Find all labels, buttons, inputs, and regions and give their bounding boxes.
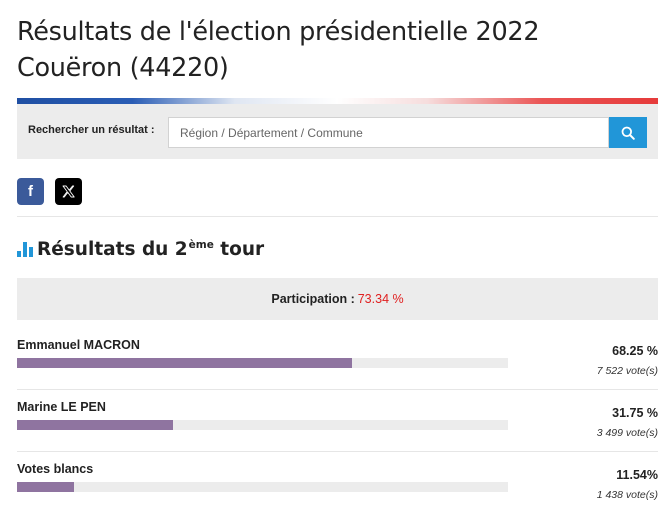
result-row: Emmanuel MACRON 68.25 % 7 522 vote(s) [17,338,658,396]
candidate-percent: 11.54% [616,468,658,482]
search-label: Rechercher un résultat : [28,124,155,136]
result-bar-fill [17,420,173,430]
result-row: Votes blancs 11.54% 1 438 vote(s) [17,462,658,505]
bar-chart-icon [17,242,33,257]
divider [17,451,658,452]
candidate-votes: 1 438 vote(s) [596,489,658,501]
candidate-votes: 7 522 vote(s) [596,365,658,377]
divider [17,389,658,390]
result-bar-track [17,420,508,430]
section-title-prefix: Résultats du 2 [37,239,188,260]
search-input[interactable] [168,117,609,148]
result-bar-fill [17,358,353,368]
page-title-line-2: Couëron (44220) [17,53,229,83]
candidate-percent: 68.25 % [612,344,658,358]
result-bar-track [17,482,508,492]
search-button[interactable] [609,117,647,148]
candidate-name: Votes blancs [17,462,94,476]
share-facebook-button[interactable]: f [17,178,44,205]
search-icon [621,126,635,140]
share-x-button[interactable] [55,178,82,205]
divider [17,216,658,217]
result-row: Marine LE PEN 31.75 % 3 499 vote(s) [17,400,658,458]
candidate-name: Emmanuel MACRON [17,338,140,352]
section-title: Résultats du 2 ème tour [17,234,264,260]
participation-box: Participation : 73.34 % [17,278,658,320]
result-bar-fill [17,482,74,492]
page-title-line-1: Résultats de l'élection présidentielle 2… [17,17,540,47]
page-title: Résultats de l'élection présidentielle 2… [17,14,657,86]
section-title-sup: ème [188,239,214,251]
participation-label: Participation : [271,292,355,306]
participation-value: 73.34 % [357,292,404,306]
candidate-percent: 31.75 % [612,406,658,420]
x-twitter-icon [62,185,75,198]
section-title-suffix: tour [213,239,265,260]
search-panel: Rechercher un résultat : [17,104,658,159]
result-bar-track [17,358,508,368]
candidate-name: Marine LE PEN [17,400,106,414]
facebook-icon: f [28,183,33,200]
candidate-votes: 3 499 vote(s) [596,427,658,439]
tricolor-stripe [17,98,658,104]
